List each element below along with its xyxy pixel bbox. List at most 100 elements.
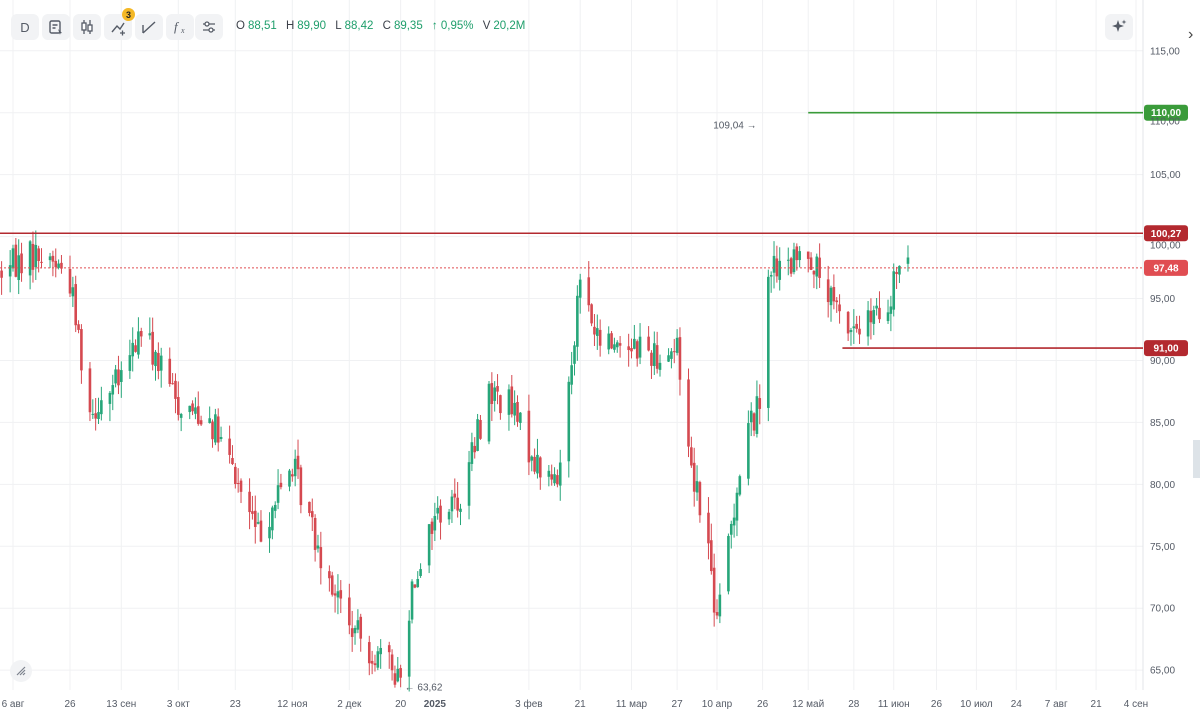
candle: [399, 664, 402, 688]
x-tick-label: 28: [848, 699, 860, 710]
candle-body: [692, 462, 696, 492]
candle-body: [615, 342, 619, 348]
candle-body: [647, 336, 650, 351]
scroll-edge[interactable]: [1193, 440, 1200, 478]
candle: [114, 364, 117, 388]
settings-button[interactable]: [195, 14, 223, 40]
candle-body: [470, 442, 474, 464]
chart-type-button[interactable]: [42, 14, 70, 40]
candle: [74, 275, 78, 333]
candle-body: [596, 328, 599, 336]
high-key: H: [285, 20, 295, 32]
ai-assistant-button[interactable]: [1105, 14, 1133, 40]
candle: [313, 514, 317, 562]
candle: [547, 465, 551, 487]
candle: [17, 239, 21, 295]
candle: [208, 406, 211, 424]
candle-body: [553, 474, 556, 484]
candles-button[interactable]: [73, 14, 101, 40]
candle-body: [208, 418, 211, 424]
candle-body: [738, 476, 742, 495]
candle: [556, 469, 559, 488]
x-tick-label: 3 окт: [167, 699, 190, 710]
candle: [57, 259, 60, 270]
price-axis[interactable]: 115,00 110,00 105,00 100,00 95,00 90,00 85,00 8…: [1150, 46, 1181, 676]
x-tick-label: 11 июн: [878, 699, 910, 710]
candle: [852, 309, 856, 344]
x-tick-label: 21: [575, 699, 587, 710]
candle-body: [80, 329, 83, 371]
candle-body: [593, 326, 596, 335]
candle-body: [516, 402, 519, 422]
x-tick-label: 4 сен: [1124, 699, 1148, 710]
y-tick-label: 95,00: [1150, 294, 1175, 305]
candle-body: [296, 455, 300, 470]
candle-body: [379, 647, 382, 655]
candle: [319, 531, 323, 585]
draw-button[interactable]: [135, 14, 163, 40]
candle: [407, 610, 411, 692]
candle: [553, 467, 556, 486]
high-annotation: 109,04 →: [713, 121, 756, 132]
ohlc-readout: O 88,51 H 89,90 L 88,42 C 89,35 ↑ 0,95% V 20,…: [236, 20, 531, 32]
candle: [34, 230, 38, 280]
candle-body: [567, 381, 571, 462]
candle-body: [40, 261, 43, 263]
horizontal-levels[interactable]: 110,00 100,27 91,00 97,48: [0, 104, 1188, 357]
candle: [117, 355, 120, 395]
candle: [427, 523, 431, 574]
candle: [769, 271, 773, 293]
candle-body: [576, 295, 579, 347]
candle-body: [769, 275, 773, 277]
candle-body: [826, 279, 830, 303]
candle-body: [68, 268, 72, 294]
candle-body: [889, 306, 893, 314]
candle-body: [527, 410, 531, 463]
candle-body: [806, 251, 810, 259]
candle-body: [695, 481, 699, 493]
sparkle-icon: [1112, 19, 1127, 32]
candle-body: [157, 352, 160, 372]
low-value: 88,42: [344, 20, 374, 32]
y-tick-label: 105,00: [1150, 170, 1181, 181]
candle-body: [216, 416, 220, 443]
candle: [111, 374, 115, 411]
candle-body: [91, 413, 95, 415]
candle: [516, 395, 519, 427]
candle-body: [570, 365, 573, 385]
candle-body: [268, 526, 271, 539]
candle: [299, 464, 303, 514]
candle: [288, 468, 291, 492]
candle: [812, 270, 816, 289]
time-axis[interactable]: 6 авг 26 13 сен 3 окт 23 12 ноя 2 дек 20 2025 3 ф…: [2, 698, 1149, 710]
chevron-right-icon[interactable]: ›: [1188, 26, 1194, 43]
candle-body: [137, 331, 140, 355]
y-tick-label: 110,00: [1150, 117, 1180, 128]
candle: [231, 445, 234, 466]
candle: [878, 291, 881, 324]
candle: [179, 412, 183, 432]
candle-body: [251, 511, 254, 514]
candle: [91, 399, 95, 419]
candle-body: [906, 257, 910, 264]
candle-body: [732, 517, 736, 526]
candle-body: [231, 458, 234, 465]
candle: [416, 571, 420, 588]
candle: [687, 368, 690, 458]
candle: [778, 247, 782, 291]
interval-button[interactable]: D: [11, 14, 39, 40]
candle: [858, 315, 861, 344]
candle: [570, 351, 573, 395]
candle: [593, 314, 596, 347]
candle: [550, 464, 553, 486]
candle: [832, 274, 836, 310]
resize-handle-icon[interactable]: [10, 660, 32, 682]
candle: [256, 512, 260, 525]
candle: [239, 478, 243, 504]
candle: [558, 449, 562, 501]
candle: [576, 285, 579, 361]
candle: [433, 502, 437, 542]
candle-body: [550, 474, 553, 480]
